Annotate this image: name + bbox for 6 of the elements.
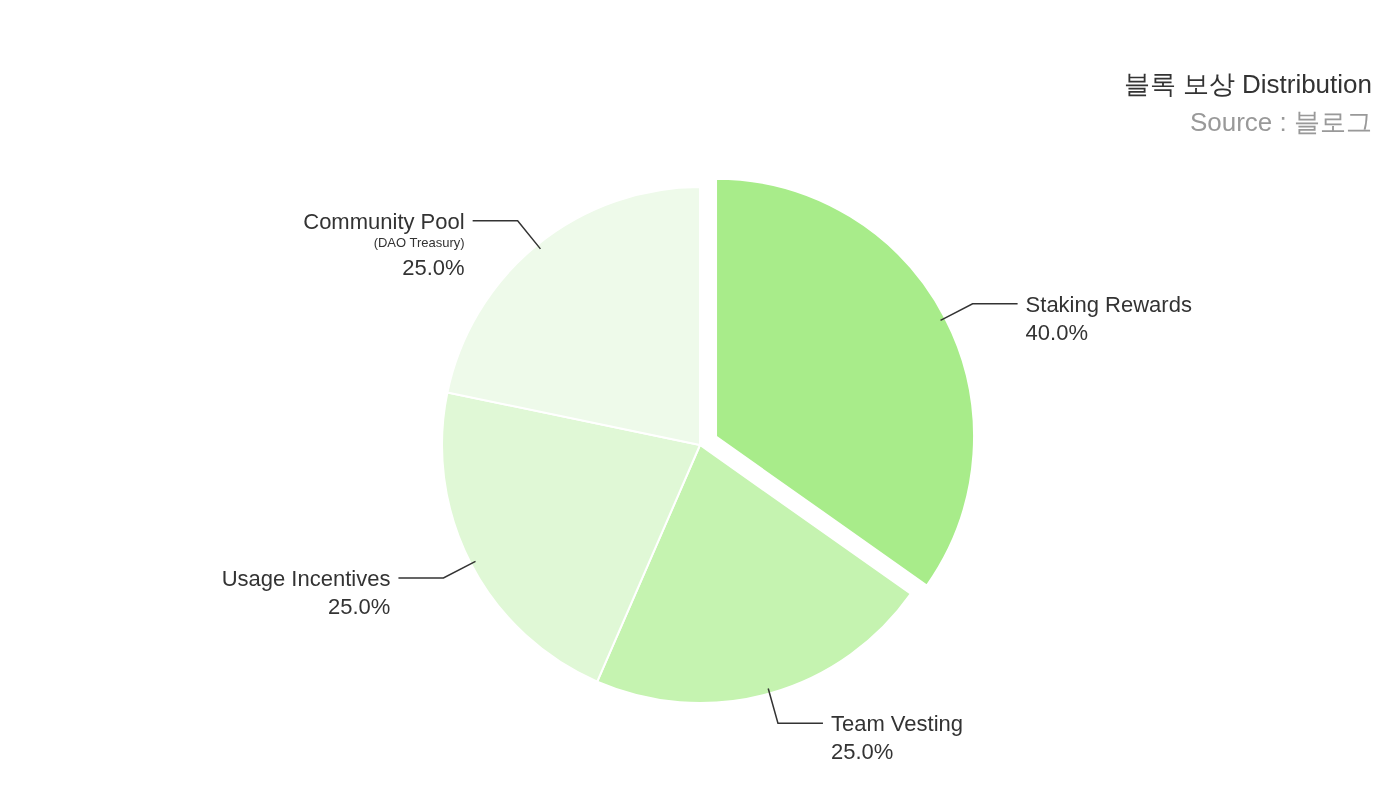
slice-label: Community Pool (DAO Treasury) [303, 208, 465, 250]
text: Source : 블로그 [1189, 107, 1372, 137]
slice-label: Team Vesting [830, 711, 964, 737]
slice-label: Staking Rewards [1025, 291, 1192, 317]
slice-label: Usage Incentives [221, 565, 391, 591]
text: 블록 보상 Distribution [1123, 69, 1372, 99]
